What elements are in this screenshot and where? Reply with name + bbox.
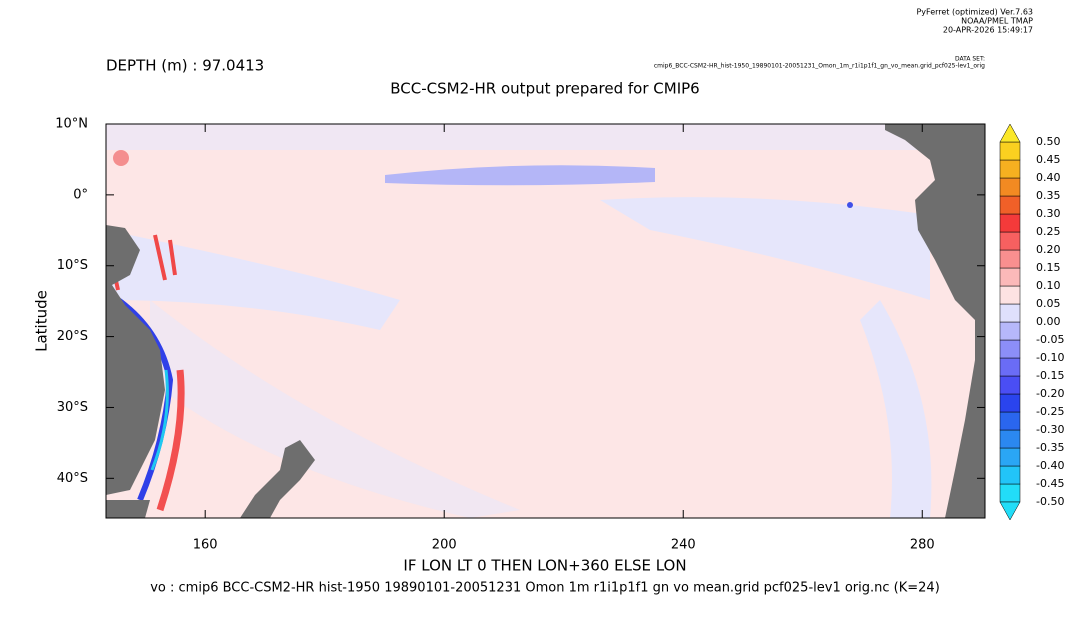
org: NOAA/PMEL TMAP	[961, 17, 1033, 26]
timestamp: 20-APR-2026 15:49:17	[943, 26, 1033, 35]
y-label: Latitude	[33, 290, 51, 352]
colorbar-box	[999, 285, 1021, 305]
land	[106, 500, 150, 518]
colorbar-label: -0.05	[1036, 333, 1064, 346]
colorbar-label: 0.20	[1036, 243, 1061, 256]
colorbar-label: 0.50	[1036, 135, 1061, 148]
colorbar-box	[999, 465, 1021, 485]
colorbar-box	[999, 375, 1021, 395]
blue-patch	[860, 300, 932, 518]
colorbar-label: 0.40	[1036, 171, 1061, 184]
y-tick-label: 10°S	[57, 258, 88, 273]
blue-patch	[150, 300, 520, 518]
colorbar-box	[999, 357, 1021, 377]
colorbar-label: -0.40	[1036, 459, 1064, 472]
colorbar-label: -0.30	[1036, 423, 1064, 436]
current-red	[156, 369, 185, 512]
equatorial-band	[385, 165, 655, 186]
colorbar-label: -0.15	[1036, 369, 1064, 382]
colorbar-label: 0.15	[1036, 261, 1061, 274]
colorbar-label: 0.25	[1036, 225, 1061, 238]
colorbar-label: -0.25	[1036, 405, 1064, 418]
y-tick-label: 40°S	[57, 471, 88, 486]
red-eddy	[113, 150, 129, 166]
colorbar-box	[999, 231, 1021, 251]
colorbar-label: 0.35	[1036, 189, 1061, 202]
colorbar-box	[999, 483, 1021, 503]
blue-eddy	[847, 202, 853, 208]
colorbar-label: 0.30	[1036, 207, 1061, 220]
colorbar-box	[999, 159, 1021, 179]
colorbar-box	[999, 303, 1021, 323]
dataset: cmip6_BCC-CSM2-HR_hist-1950_19890101-200…	[654, 63, 985, 70]
colorbar-high	[999, 123, 1021, 143]
x-label: IF LON LT 0 THEN LON+360 ELSE LON	[403, 557, 686, 575]
colorbar-box	[999, 177, 1021, 197]
x-tick-label: 280	[910, 538, 935, 553]
y-tick-label: 0°	[73, 187, 88, 202]
blue-patch	[600, 197, 930, 300]
colorbar-label: 0.10	[1036, 279, 1061, 292]
software: PyFerret (optimized) Ver.7.63	[916, 8, 1033, 17]
red-eddy	[153, 234, 177, 281]
colorbar-label: -0.45	[1036, 477, 1064, 490]
colorbar-label: -0.35	[1036, 441, 1064, 454]
colorbar-box	[999, 141, 1021, 161]
land-americas	[885, 124, 985, 518]
colorbar-box	[999, 321, 1021, 341]
x-tick-label: 200	[432, 538, 457, 553]
x-tick-label: 240	[671, 538, 696, 553]
ocean	[106, 124, 985, 518]
map	[106, 124, 985, 518]
colorbar-box	[999, 213, 1021, 233]
blue-patch	[106, 230, 400, 330]
y-tick-label: 10°N	[55, 117, 88, 132]
colorbar-label: 0.05	[1036, 297, 1061, 310]
colorbar-low	[999, 501, 1021, 521]
colorbar-box	[999, 249, 1021, 269]
caption: vo : cmip6 BCC-CSM2-HR hist-1950 1989010…	[150, 581, 940, 596]
land-australia	[106, 225, 165, 495]
colorbar-box	[999, 195, 1021, 215]
colorbar-label: -0.50	[1036, 495, 1064, 508]
blue-patch	[106, 124, 985, 150]
colorbar-label: -0.20	[1036, 387, 1064, 400]
y-tick-label: 30°S	[57, 400, 88, 415]
colorbar-label: -0.10	[1036, 351, 1064, 364]
colorbar-box	[999, 339, 1021, 359]
colorbar-box	[999, 447, 1021, 467]
colorbar-box	[999, 393, 1021, 413]
land-new-zealand	[240, 440, 315, 518]
dataset-label: DATA SET:	[955, 56, 985, 63]
colorbar-box	[999, 267, 1021, 287]
colorbar-box	[999, 411, 1021, 431]
plot-frame	[105, 123, 986, 519]
current-cyan	[150, 369, 169, 471]
colorbar-box	[999, 429, 1021, 449]
y-tick-label: 20°S	[57, 329, 88, 344]
colorbar-label: 0.45	[1036, 153, 1061, 166]
colorbar-label: 0.00	[1036, 315, 1061, 328]
x-tick-label: 160	[193, 538, 218, 553]
depth: DEPTH (m) : 97.0413	[106, 57, 264, 75]
title: BCC-CSM2-HR output prepared for CMIP6	[390, 80, 699, 98]
